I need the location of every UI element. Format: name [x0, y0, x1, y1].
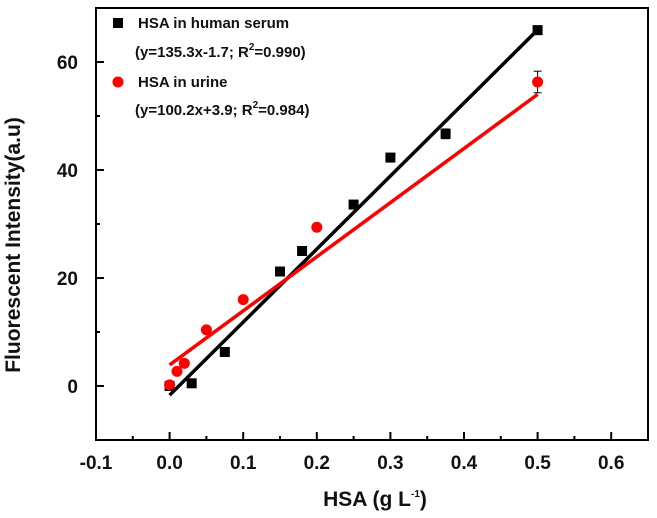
y-axis-label: Fluorescent Intensity(a.u)	[2, 117, 25, 373]
urine-point	[171, 365, 183, 377]
y-tick-label: 0	[67, 377, 78, 398]
y-tick-label: 20	[57, 269, 78, 290]
serum-point	[186, 378, 197, 389]
legend-equation: (y=135.3x-1.7; R2=0.990)	[135, 42, 306, 61]
x-tick-label: 0.6	[598, 453, 624, 474]
urine-point	[178, 357, 190, 369]
axis-ticks	[95, 7, 649, 441]
serum-point	[275, 266, 285, 277]
x-tick-label: -0.1	[80, 453, 113, 474]
urine-point	[311, 221, 323, 233]
y-tick-label: 60	[57, 53, 78, 74]
serum-point	[440, 128, 451, 139]
y-tick-label: 40	[57, 161, 78, 182]
x-tick-label: 0.1	[230, 453, 257, 474]
serum-point	[385, 152, 396, 163]
serum-point	[219, 346, 230, 357]
x-tick-label: 0.4	[451, 453, 478, 474]
urine-point	[200, 324, 212, 336]
serum-point	[532, 25, 543, 36]
serum-point	[297, 246, 308, 256]
fit-line-serum	[168, 28, 539, 397]
serum-point	[348, 199, 359, 210]
fit-lines	[168, 28, 539, 397]
tick-labels: -0.1 0.0 0.1 0.2 0.3 0.4 0.5 0.6 0 20 40 60	[57, 53, 625, 474]
x-axis-label: HSA (g L-1)	[323, 488, 427, 511]
legend-label: HSA in human serum	[138, 15, 289, 32]
fit-line-urine	[168, 92, 539, 367]
legend-marker-serum	[113, 18, 123, 28]
x-tick-label: 0.3	[377, 453, 403, 474]
urine-point	[237, 294, 249, 306]
legend: HSA in human serum (y=135.3x-1.7; R2=0.99…	[112, 15, 309, 119]
legend-label: HSA in urine	[138, 74, 227, 91]
urine-point	[532, 76, 544, 88]
legend-marker-urine	[112, 76, 124, 88]
data-points	[164, 25, 544, 391]
x-tick-label: 0.0	[156, 453, 182, 474]
urine-point	[164, 379, 176, 391]
legend-equation: (y=100.2x+3.9; R2=0.984)	[135, 100, 309, 119]
x-tick-label: 0.5	[524, 453, 551, 474]
x-tick-label: 0.2	[304, 453, 330, 474]
